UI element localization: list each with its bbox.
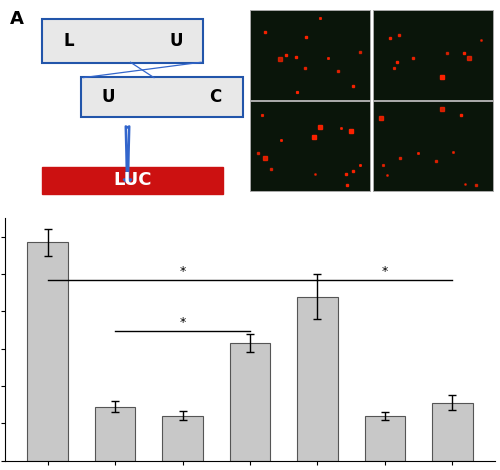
FancyBboxPatch shape <box>372 101 492 191</box>
Bar <box>432 403 472 461</box>
FancyBboxPatch shape <box>81 77 242 117</box>
Text: *: * <box>180 316 186 329</box>
Bar <box>162 416 203 461</box>
Text: A: A <box>10 10 24 29</box>
Text: U: U <box>170 32 183 50</box>
FancyBboxPatch shape <box>42 19 203 63</box>
Text: C: C <box>210 88 222 106</box>
Bar <box>230 343 270 461</box>
FancyBboxPatch shape <box>250 101 370 191</box>
Bar <box>28 243 68 461</box>
Text: U: U <box>101 88 114 106</box>
Bar <box>95 407 136 461</box>
Bar <box>297 297 338 461</box>
FancyBboxPatch shape <box>372 10 492 100</box>
Text: LUC: LUC <box>113 171 152 189</box>
Text: *: * <box>382 265 388 278</box>
Text: *: * <box>180 265 186 278</box>
FancyBboxPatch shape <box>250 10 370 100</box>
Bar <box>364 416 405 461</box>
Text: L: L <box>64 32 74 50</box>
FancyBboxPatch shape <box>42 167 223 194</box>
